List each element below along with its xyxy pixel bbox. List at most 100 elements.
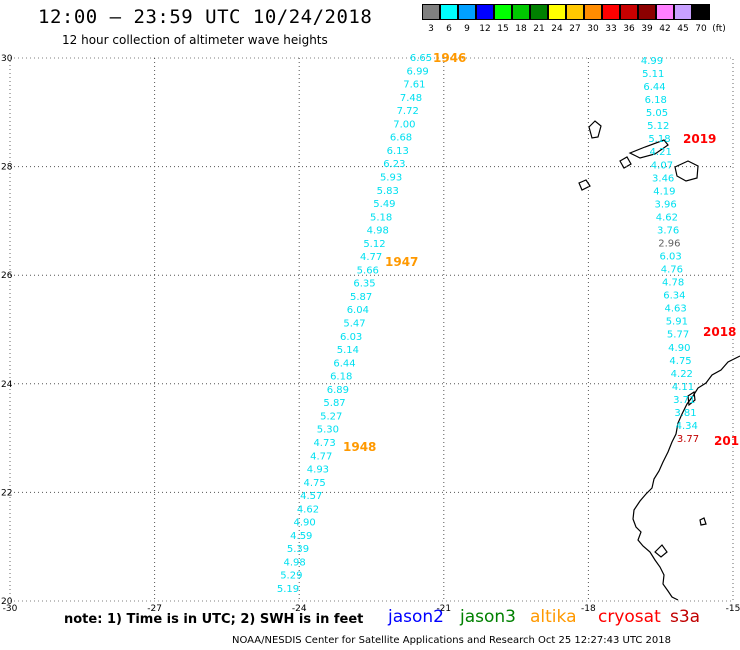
pass-time-label: 1946: [433, 51, 466, 65]
lat-tick-label: 24: [1, 380, 13, 390]
wave-height-label: 5.14: [337, 345, 359, 356]
island-el-hierro: [578, 179, 591, 191]
wave-height-label: 4.75: [303, 478, 325, 489]
colorbar-label: 15: [497, 24, 509, 34]
colorbar-label: 39: [641, 24, 653, 34]
wave-height-label: 6.34: [663, 291, 685, 302]
footer-note: note: 1) Time is in UTC; 2) SWH is in fe…: [64, 612, 364, 627]
wave-height-label: 4.63: [664, 304, 686, 315]
wave-height-label: 6.18: [645, 95, 667, 106]
wave-height-label: 4.93: [307, 465, 329, 476]
wave-height-label: 4.90: [668, 343, 690, 354]
lon-tick-label: -24: [292, 604, 307, 614]
lat-tick-label: 28: [1, 163, 13, 173]
track-altika: 6.65 6.99 7.61 7.48 7.72 7.00 6.68 6.13 6.23 5.93…: [277, 53, 432, 595]
colorbar-label: 12: [479, 24, 491, 34]
wave-height-label: 5.83: [377, 186, 399, 197]
wave-height-label: 5.66: [357, 265, 379, 276]
satellite-legend-jason3: jason3: [460, 607, 516, 627]
wave-height-label: 6.89: [327, 385, 349, 396]
map-axes: 30 28 26 24 22 20-30 -27 -24 -21 -18 -15: [1, 54, 740, 614]
wave-height-label: 4.98: [284, 557, 306, 568]
wave-height-label: 4.99: [641, 56, 663, 67]
wave-height-label: 3.96: [655, 199, 677, 210]
lon-tick-label: -27: [147, 604, 162, 614]
wave-height-label: 6.44: [643, 82, 665, 93]
colorbar-swatch: [620, 4, 638, 20]
wave-height-label: 6.23: [383, 159, 405, 170]
lon-tick-label: -18: [581, 604, 596, 614]
colorbar-label: 24: [551, 24, 563, 34]
wave-height-label: 5.87: [350, 292, 372, 303]
lat-lon-grid: [10, 58, 733, 601]
small-island-africa: [699, 517, 707, 526]
wave-height-label: 4.77: [360, 252, 382, 263]
island-gran-canaria: [674, 160, 699, 182]
wave-height-label: 5.18: [370, 212, 392, 223]
colorbar-swatch: [548, 4, 566, 20]
wave-height-label: 4.78: [662, 278, 684, 289]
colorbar-swatch: [602, 4, 620, 20]
wave-height-label: 6.13: [387, 146, 409, 157]
credit-line: NOAA/NESDIS Center for Satellite Applica…: [232, 635, 671, 646]
lat-tick-label: 22: [1, 488, 12, 498]
pass-time-label: 1948: [343, 440, 376, 454]
pass-time-labels: 1946 1947 1948 2019 2018 201: [343, 51, 739, 454]
colorbar-swatch: [494, 4, 512, 20]
lon-tick-label: -15: [726, 604, 740, 614]
wave-height-label: 5.29: [280, 571, 302, 582]
lat-tick-label: 26: [1, 271, 13, 281]
coastline: [578, 120, 740, 601]
colorbar-label: 18: [515, 24, 527, 34]
satellite-legend-s3a: s3a: [670, 607, 701, 627]
bay-inlet: [654, 544, 668, 558]
wave-height-label: 7.72: [397, 106, 419, 117]
island-la-palma: [588, 120, 602, 139]
island-la-gomera: [619, 156, 632, 169]
lat-tick-label: 30: [1, 54, 13, 64]
wave-height-label: 5.91: [666, 317, 688, 328]
satellite-legend-cryosat: cryosat: [598, 607, 661, 627]
page-subtitle: 12 hour collection of altimeter wave hei…: [62, 33, 328, 47]
wave-height-label: 4.73: [313, 438, 335, 449]
wave-height-label: 4.11: [672, 382, 694, 393]
map-frame: [9, 57, 734, 602]
wave-height-label: 6.04: [347, 305, 369, 316]
wave-height-label: 6.03: [340, 332, 362, 343]
wave-height-label: 5.27: [320, 411, 342, 422]
wave-height-label: 4.19: [653, 186, 675, 197]
wave-height-label: 3.81: [674, 408, 696, 419]
colorbar-label: 36: [623, 24, 635, 34]
page-title: 12:00 – 23:59 UTC 10/24/2018: [38, 6, 373, 28]
wave-height-label: 4.21: [650, 147, 672, 158]
colorbar-swatch: [422, 4, 440, 20]
colorbar-swatch: [476, 4, 494, 20]
wave-height-label: 5.19: [277, 584, 299, 595]
colorbar-label: 9: [464, 24, 470, 34]
colorbar-swatch: [440, 4, 458, 20]
wave-height-label: 5.39: [287, 544, 309, 555]
wave-height-label: 5.05: [646, 108, 668, 119]
wave-height-label: 5.18: [648, 134, 670, 145]
colorbar-label: 21: [533, 24, 545, 34]
wave-height-label: 5.30: [317, 425, 339, 436]
wave-height-label: 5.12: [363, 239, 385, 250]
colorbar-swatch: [674, 4, 692, 20]
colorbar-label: 33: [605, 24, 617, 34]
pass-time-label: 201: [714, 434, 739, 448]
wave-height-label: 3.71: [673, 395, 695, 406]
satellite-legend-jason2: jason2: [388, 607, 444, 627]
island-tenerife: [628, 139, 669, 159]
wave-height-label: 4.90: [293, 518, 315, 529]
wave-height-label: 5.49: [373, 199, 395, 210]
wave-height-label: 6.99: [407, 66, 429, 77]
colorbar-swatch: [458, 4, 476, 20]
wave-height-label: 4.59: [290, 531, 312, 542]
wave-height-label: 4.07: [651, 160, 673, 171]
colorbar-label: 30: [587, 24, 599, 34]
pass-time-label: 2019: [683, 132, 716, 146]
wave-height-label: 4.62: [297, 504, 319, 515]
wave-height-label: 5.77: [667, 330, 689, 341]
wave-height-label: 2.96: [658, 238, 680, 249]
